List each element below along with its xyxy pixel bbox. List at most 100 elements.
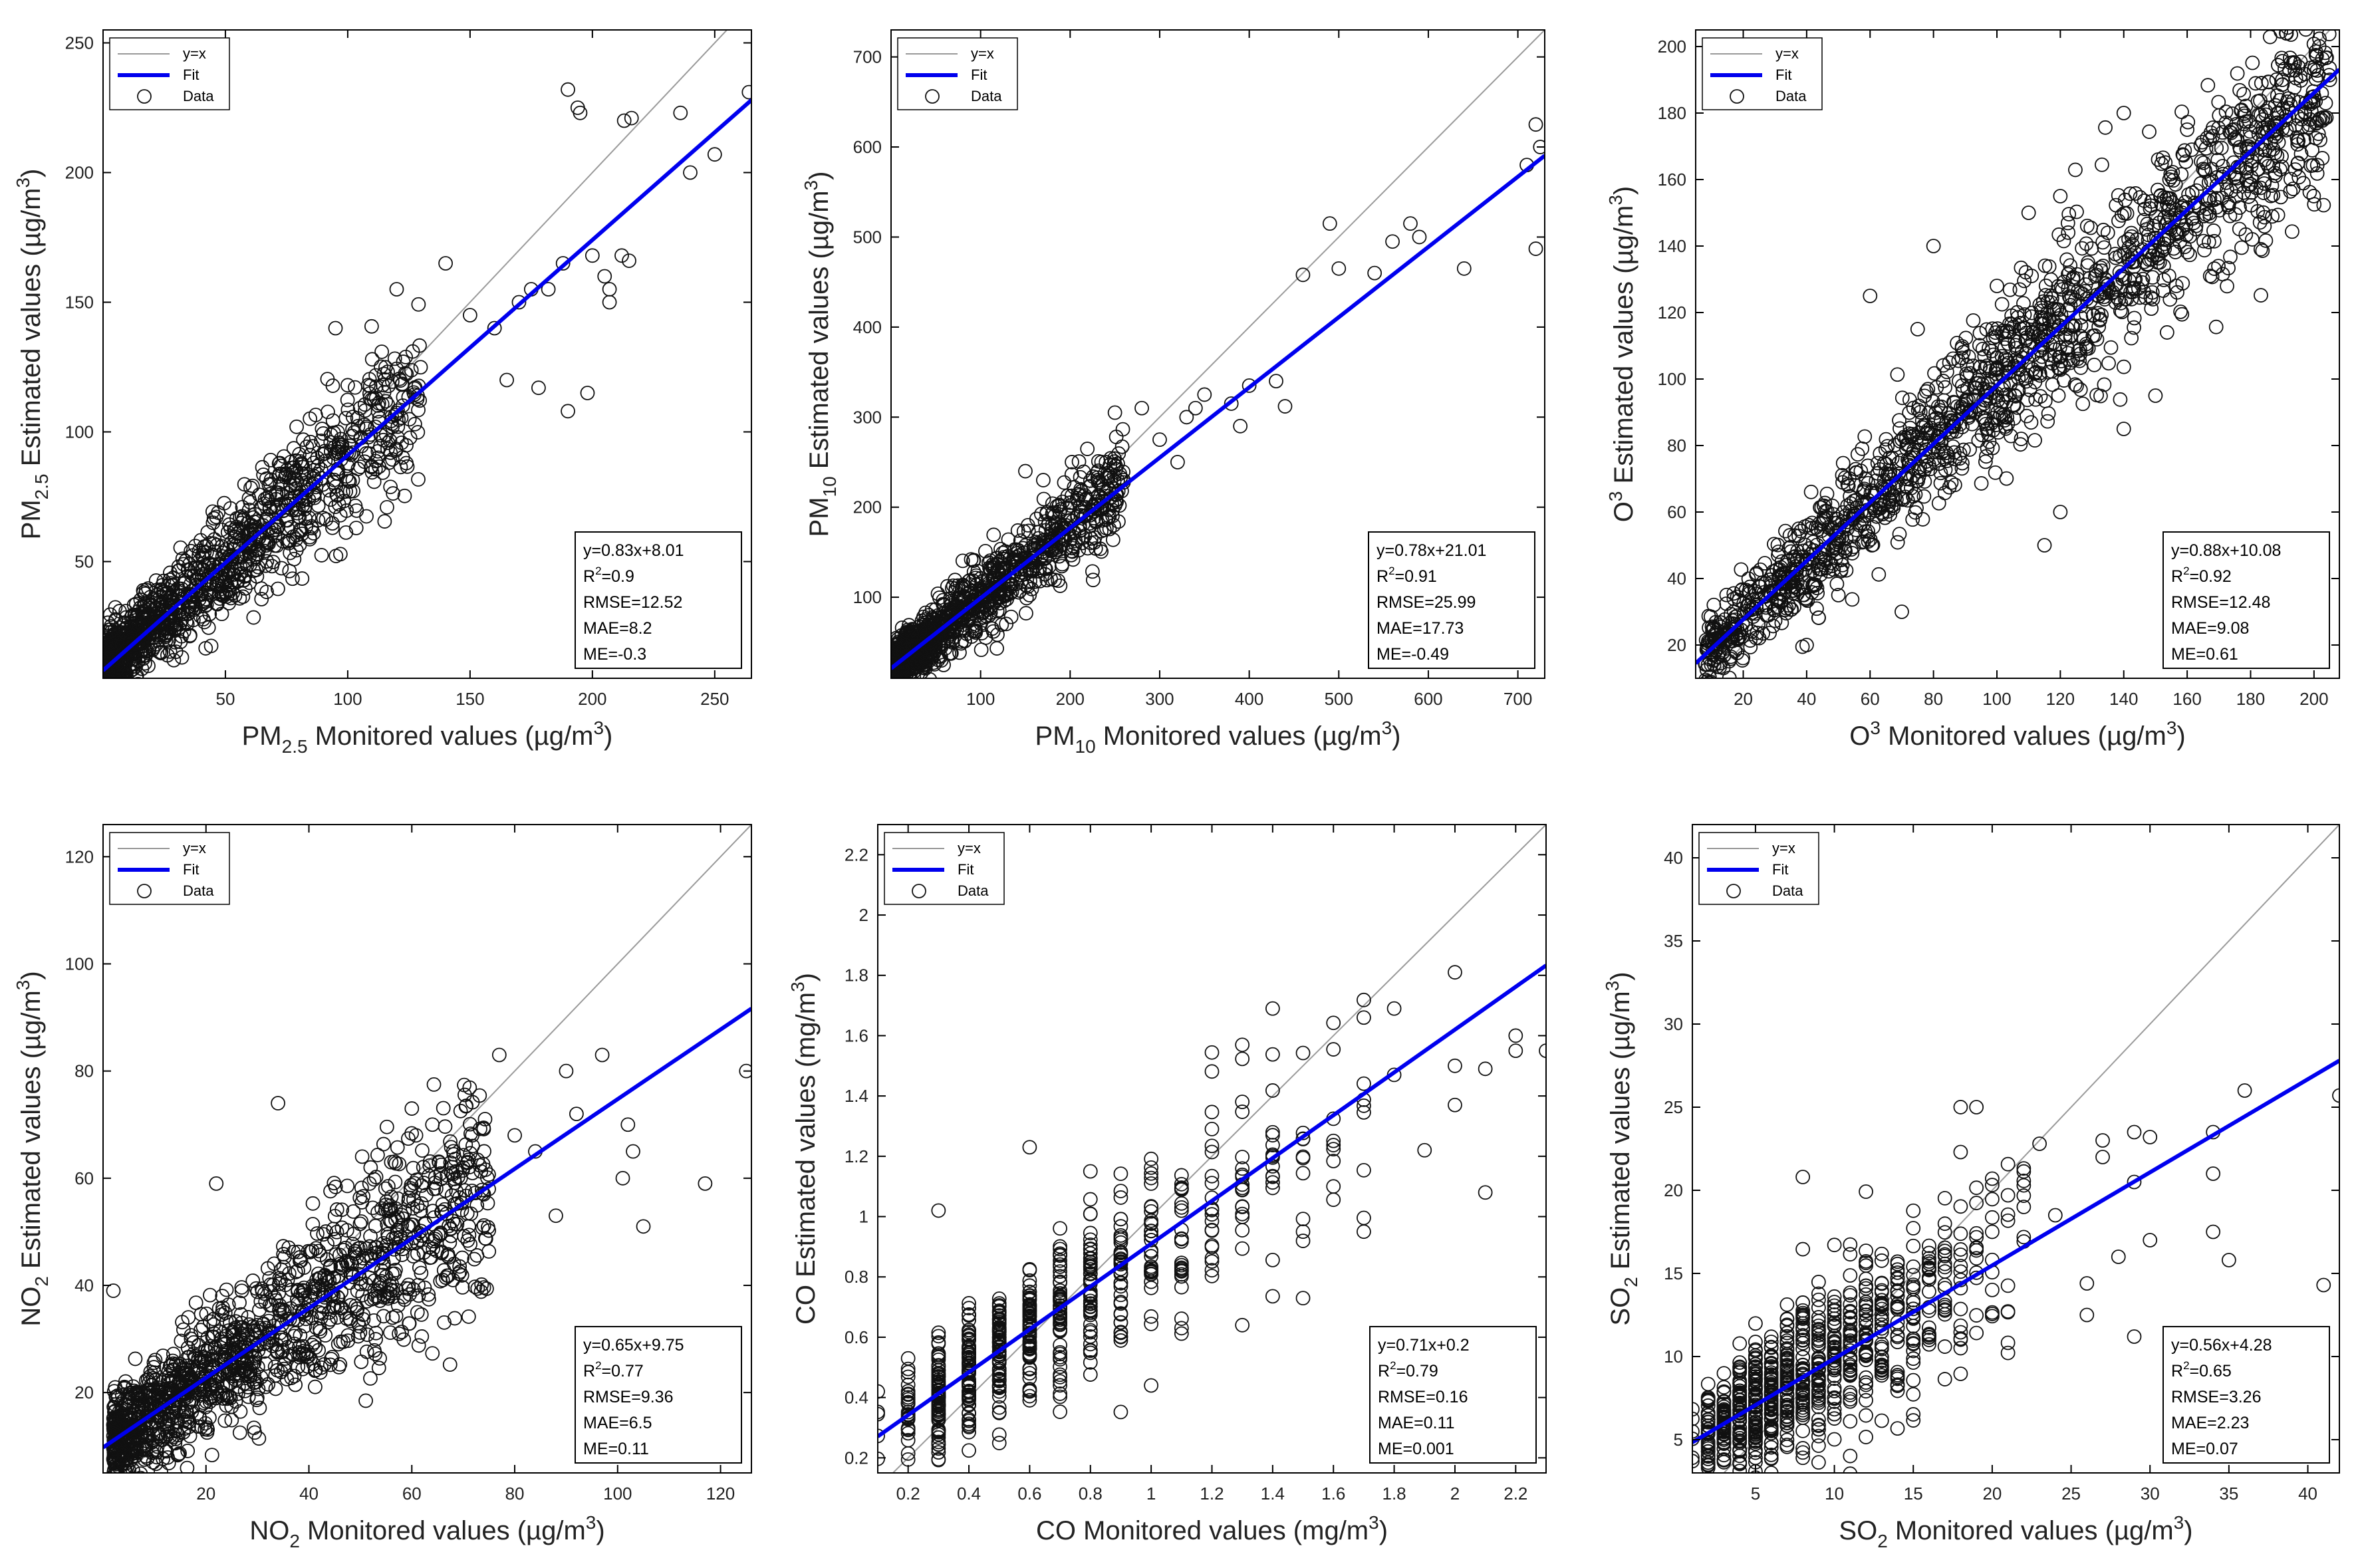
data-point (1829, 525, 1845, 541)
data-point (1018, 463, 1033, 479)
stats-equation: y=0.78x+21.01 (1376, 541, 1486, 560)
data-point (105, 689, 118, 702)
data-point (1777, 602, 1793, 618)
data-point (2262, 87, 2276, 102)
data-point (426, 1077, 442, 1092)
data-point (1528, 117, 1543, 132)
data-point (892, 677, 900, 678)
data-point (2139, 222, 2154, 237)
data-point (241, 538, 256, 553)
data-point (380, 364, 395, 380)
data-point (1960, 369, 1974, 384)
data-point (1719, 587, 1734, 602)
data-point (102, 686, 115, 700)
data-point (1857, 481, 1872, 497)
data-point (1071, 454, 1087, 469)
data-point (2295, 120, 2310, 135)
plot-area (1696, 30, 2339, 696)
data-point (238, 553, 253, 569)
data-point (1716, 682, 1729, 696)
data-point (1700, 674, 1714, 678)
data-point (2098, 120, 2113, 135)
data-point (180, 563, 196, 578)
data-point (282, 533, 297, 548)
data-point (2182, 247, 2198, 263)
data-point (303, 434, 318, 450)
data-point (2111, 213, 2126, 229)
data-point (102, 687, 116, 700)
data-point (362, 390, 378, 406)
data-point (2097, 377, 2112, 392)
data-point (1937, 452, 1952, 466)
data-point (354, 1149, 370, 1164)
data-point (968, 620, 983, 636)
data-point (1403, 216, 1418, 231)
data-point (889, 680, 902, 693)
data-point (1988, 465, 2003, 480)
data-point (166, 570, 181, 585)
data-point (1891, 466, 1906, 481)
data-point (2097, 240, 2112, 255)
data-point (378, 427, 394, 442)
data-point (338, 410, 354, 426)
data-point (978, 608, 993, 624)
data-point (247, 1425, 262, 1440)
data-point (2305, 84, 2321, 99)
data-point (1925, 394, 1940, 409)
data-point (511, 295, 527, 310)
x-axis-label: PM10 Monitored values (µg/m3) (1035, 718, 1401, 757)
data-point (340, 1178, 355, 1194)
data-point (227, 529, 243, 544)
data-point (2269, 72, 2284, 87)
data-point (2060, 303, 2075, 317)
fit-line (891, 154, 1545, 670)
data-point (1807, 567, 1823, 582)
data-point (1961, 349, 1976, 364)
data-point (2055, 282, 2070, 297)
data-point (2021, 205, 2036, 220)
data-point (413, 360, 428, 375)
data-point (1099, 521, 1114, 536)
data-point (1809, 581, 1825, 596)
data-point (2199, 201, 2214, 216)
data-point (960, 600, 975, 614)
data-point (234, 1280, 249, 1295)
data-point (1738, 583, 1754, 598)
data-point (978, 543, 993, 559)
data-point (1914, 435, 1929, 450)
data-point (1894, 491, 1909, 506)
data-point (1978, 360, 1993, 375)
data-point (1106, 532, 1120, 547)
data-point (2319, 50, 2334, 65)
data-point (2012, 316, 2028, 330)
data-point (1956, 442, 1971, 457)
data-point (2252, 215, 2268, 230)
data-point (425, 1346, 440, 1361)
data-point (274, 561, 289, 576)
data-point (1053, 578, 1068, 593)
data-point (214, 522, 229, 537)
data-point (1994, 325, 2010, 340)
data-point (1749, 598, 1764, 613)
data-point (1966, 313, 1981, 328)
data-point (126, 651, 142, 666)
data-point (2069, 378, 2084, 394)
data-point (372, 410, 387, 426)
data-point (2297, 132, 2311, 147)
data-point (319, 1224, 333, 1239)
data-point (1998, 421, 2014, 436)
data-point (2089, 332, 2105, 347)
data-point (1819, 503, 1835, 519)
data-point (2079, 218, 2095, 233)
data-point (2287, 80, 2302, 95)
data-point (2178, 154, 2194, 170)
data-point (179, 614, 194, 630)
data-point (2063, 258, 2078, 273)
data-point (370, 450, 386, 465)
data-point (1009, 561, 1025, 577)
data-point (1819, 509, 1834, 525)
data-point (379, 1119, 394, 1134)
data-point (2127, 311, 2142, 326)
